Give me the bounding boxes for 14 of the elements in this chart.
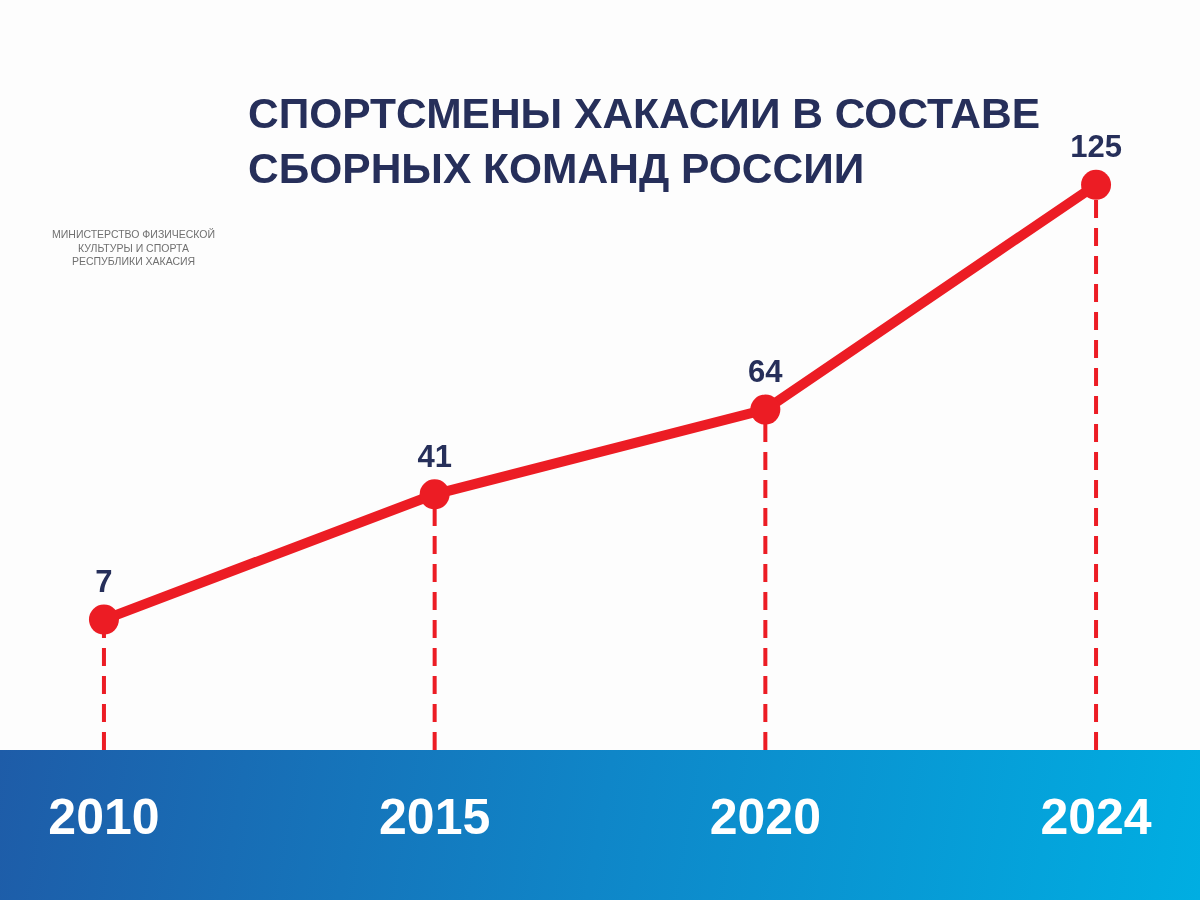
data-label: 64 — [748, 354, 784, 390]
annotation: МИНИСТЕРСТВО ФИЗИЧЕСКОЙ КУЛЬТУРЫ И СПОРТА РЕСПУБЛИКИ ХАКАСИЯ — [52, 228, 216, 268]
point — [88, 604, 119, 635]
x-tick-label: 2010 — [48, 789, 160, 845]
x-tick-label: 2024 — [1040, 789, 1152, 845]
data-label: 125 — [1070, 129, 1122, 165]
chart-title: СПОРТСМЕНЫ ХАКАСИИ В СОСТАВЕ СБОРНЫХ КОМАНД РОССИИ — [248, 90, 1041, 193]
point — [1081, 169, 1112, 200]
x-tick-label: 2020 — [709, 789, 821, 845]
point — [419, 479, 450, 510]
data-label: 7 — [95, 564, 113, 600]
data-label: 41 — [417, 438, 452, 474]
x-tick-label: 2015 — [379, 789, 491, 845]
point — [750, 394, 781, 425]
